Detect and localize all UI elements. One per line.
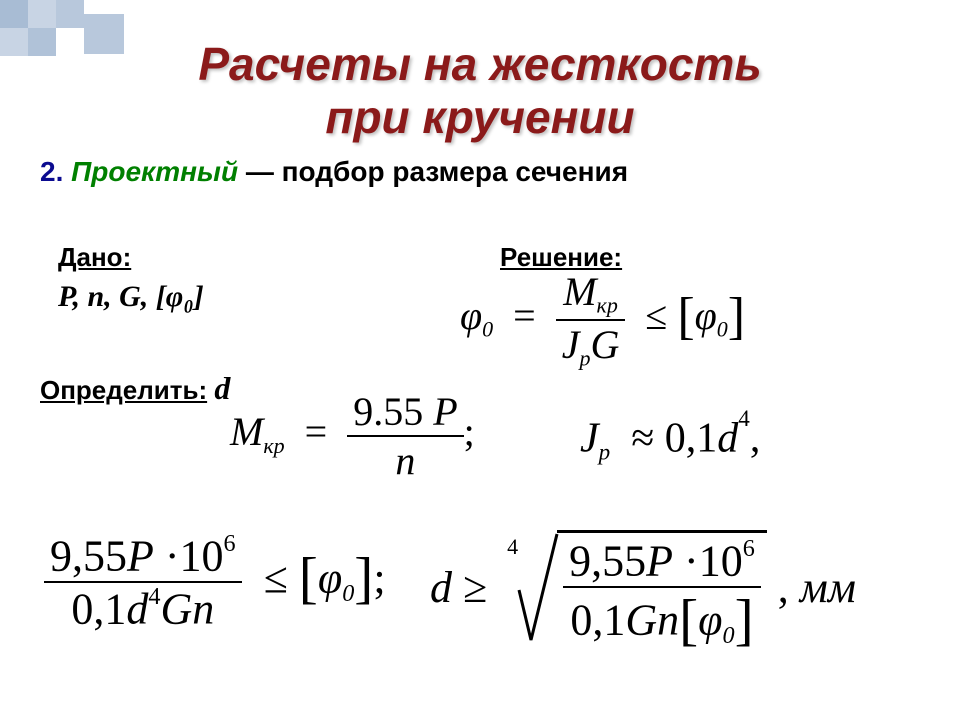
equation-mkr: Mкр = 9.55 P n ; xyxy=(230,388,475,484)
subtitle: 2. Проектный — подбор размера сечения xyxy=(40,156,960,188)
equation-jp: Jp ≈ 0,1d4, xyxy=(580,405,760,465)
determine-text: Определить: xyxy=(40,375,207,405)
equation-inequality: 9,55P ·106 0,1d4Gn ≤ [φ0]; xyxy=(44,530,386,635)
unit-mm: мм xyxy=(800,563,856,612)
determine-label: Определить: d xyxy=(40,370,230,407)
corner-decoration xyxy=(0,0,200,70)
title-line-2: при кручении xyxy=(325,91,634,143)
given-vars: P, n, G, [φ₀] xyxy=(58,280,204,314)
subtitle-dash: — xyxy=(246,156,274,187)
determine-var: d xyxy=(214,370,230,406)
equation-d-result: d ≥ 4 9,55P ·106 0,1Gn[φ0] , мм xyxy=(430,530,856,653)
subtitle-number: 2. xyxy=(40,156,63,187)
title-line-1: Расчеты на жесткость xyxy=(198,38,761,90)
given-label: Дано: xyxy=(58,242,131,273)
subtitle-term: Проектный xyxy=(71,156,238,187)
radical-icon xyxy=(517,530,561,650)
equation-phi0: φ0 = Mкр JpG ≤ [φ0] xyxy=(460,268,745,371)
subtitle-tail: подбор размера сечения xyxy=(282,156,628,187)
